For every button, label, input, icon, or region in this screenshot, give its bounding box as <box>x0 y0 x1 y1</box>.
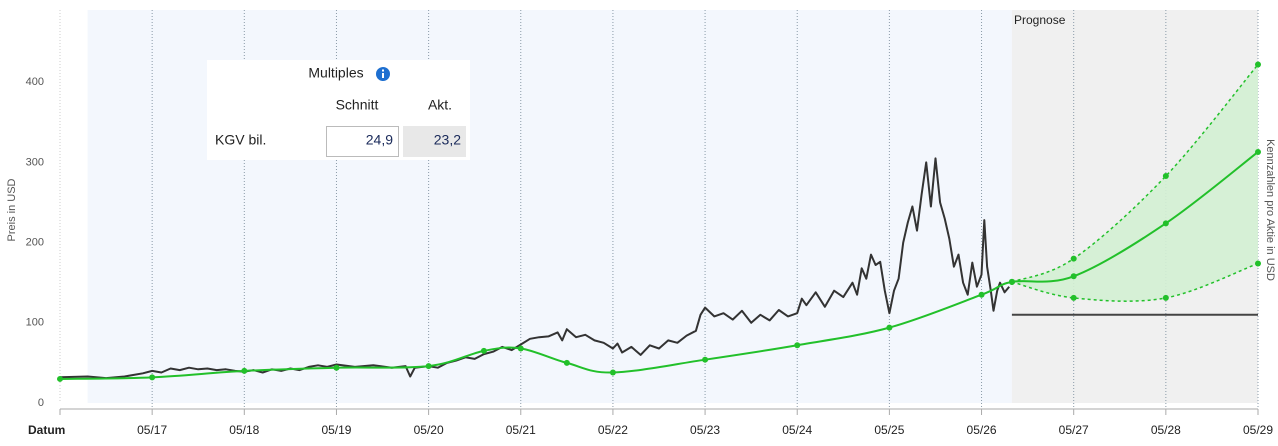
current-value: 23,2 <box>434 132 461 148</box>
x-tick-label: 05/28 <box>1151 423 1181 437</box>
point-marker <box>1070 255 1077 262</box>
row-label: KGV bil. <box>215 132 266 148</box>
forecast-label: Prognose <box>1014 13 1066 27</box>
point-marker <box>794 342 801 349</box>
point-marker <box>480 347 487 354</box>
y-tick-label: 300 <box>26 156 44 168</box>
point-marker <box>609 369 616 376</box>
average-value: 24,9 <box>366 132 393 148</box>
series-line <box>59 151 1259 380</box>
y-tick-label: 200 <box>26 236 44 248</box>
point-marker <box>1070 273 1077 280</box>
point-marker <box>1162 220 1169 227</box>
average-field[interactable] <box>326 126 399 157</box>
column-header: Akt. <box>428 97 452 113</box>
x-tick-label: 05/26 <box>967 423 997 437</box>
y-axis-label: Preis in USD <box>6 178 18 241</box>
y-tick-label: 0 <box>38 397 44 409</box>
point-marker <box>563 359 570 366</box>
point-marker <box>517 345 524 352</box>
y2-axis-label: Kennzahlen pro Aktie in USD <box>1264 139 1276 281</box>
x-tick-label: 05/18 <box>229 423 259 437</box>
x-tick-label: 05/24 <box>782 423 812 437</box>
x-tick-label: 05/22 <box>598 423 628 437</box>
point-marker <box>1255 260 1261 267</box>
x-tick-label: 05/21 <box>506 423 536 437</box>
info-icon-dot <box>382 69 384 72</box>
x-tick-label: 05/23 <box>690 423 720 437</box>
y-tick-label: 100 <box>26 317 44 329</box>
point-marker <box>333 364 340 371</box>
y-tick-label: 400 <box>26 76 44 88</box>
point-marker <box>978 291 985 298</box>
point-marker <box>1070 294 1077 301</box>
forecast-band <box>1011 64 1258 302</box>
info-icon-stem <box>382 73 384 78</box>
series-line <box>1011 262 1259 302</box>
multiples-title: Multiples <box>308 65 363 81</box>
point-marker <box>425 363 432 370</box>
x-tick-label: 05/19 <box>321 423 351 437</box>
x-tick-label: 05/25 <box>874 423 904 437</box>
multiples-box: Multiples Schnitt Akt. KGV bil. 24,9 23,… <box>207 60 470 160</box>
point-marker <box>1162 173 1169 180</box>
x-axis-label: Datum <box>28 423 65 437</box>
current-field <box>403 126 466 157</box>
series-line <box>1011 64 1259 283</box>
point-marker <box>886 324 893 331</box>
point-marker <box>57 375 63 382</box>
column-header: Schnitt <box>336 97 379 113</box>
point-marker <box>1255 61 1261 68</box>
x-tick-label: 05/17 <box>137 423 167 437</box>
point-marker <box>1008 278 1015 285</box>
point-marker <box>1255 148 1261 155</box>
x-tick-label: 05/29 <box>1243 423 1273 437</box>
x-tick-label: 05/20 <box>414 423 444 437</box>
point-marker <box>1162 294 1169 301</box>
point-marker <box>241 367 248 374</box>
x-tick-label: 05/27 <box>1059 423 1089 437</box>
point-marker <box>149 374 156 381</box>
point-marker <box>702 356 709 363</box>
